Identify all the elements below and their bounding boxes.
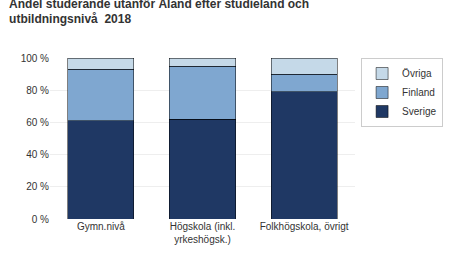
svg-text:Sverige: Sverige (402, 106, 436, 117)
svg-text:60 %: 60 % (26, 117, 49, 128)
svg-text:Övriga: Övriga (402, 68, 432, 79)
svg-text:Folkhögskola, övrigt: Folkhögskola, övrigt (260, 221, 349, 232)
svg-text:100 %: 100 % (21, 53, 49, 64)
svg-text:Andel studerande utanför Åland: Andel studerande utanför Åland efter stu… (9, 0, 309, 26)
svg-text:Högskola (inkl.yrkeshögsk.): Högskola (inkl.yrkeshögsk.) (170, 221, 236, 245)
svg-text:80 %: 80 % (26, 85, 49, 96)
svg-text:40 %: 40 % (26, 149, 49, 160)
svg-text:Gymn.nivå: Gymn.nivå (77, 221, 125, 232)
svg-text:Finland: Finland (402, 87, 435, 98)
svg-text:20 %: 20 % (26, 181, 49, 192)
svg-text:0 %: 0 % (32, 214, 49, 225)
